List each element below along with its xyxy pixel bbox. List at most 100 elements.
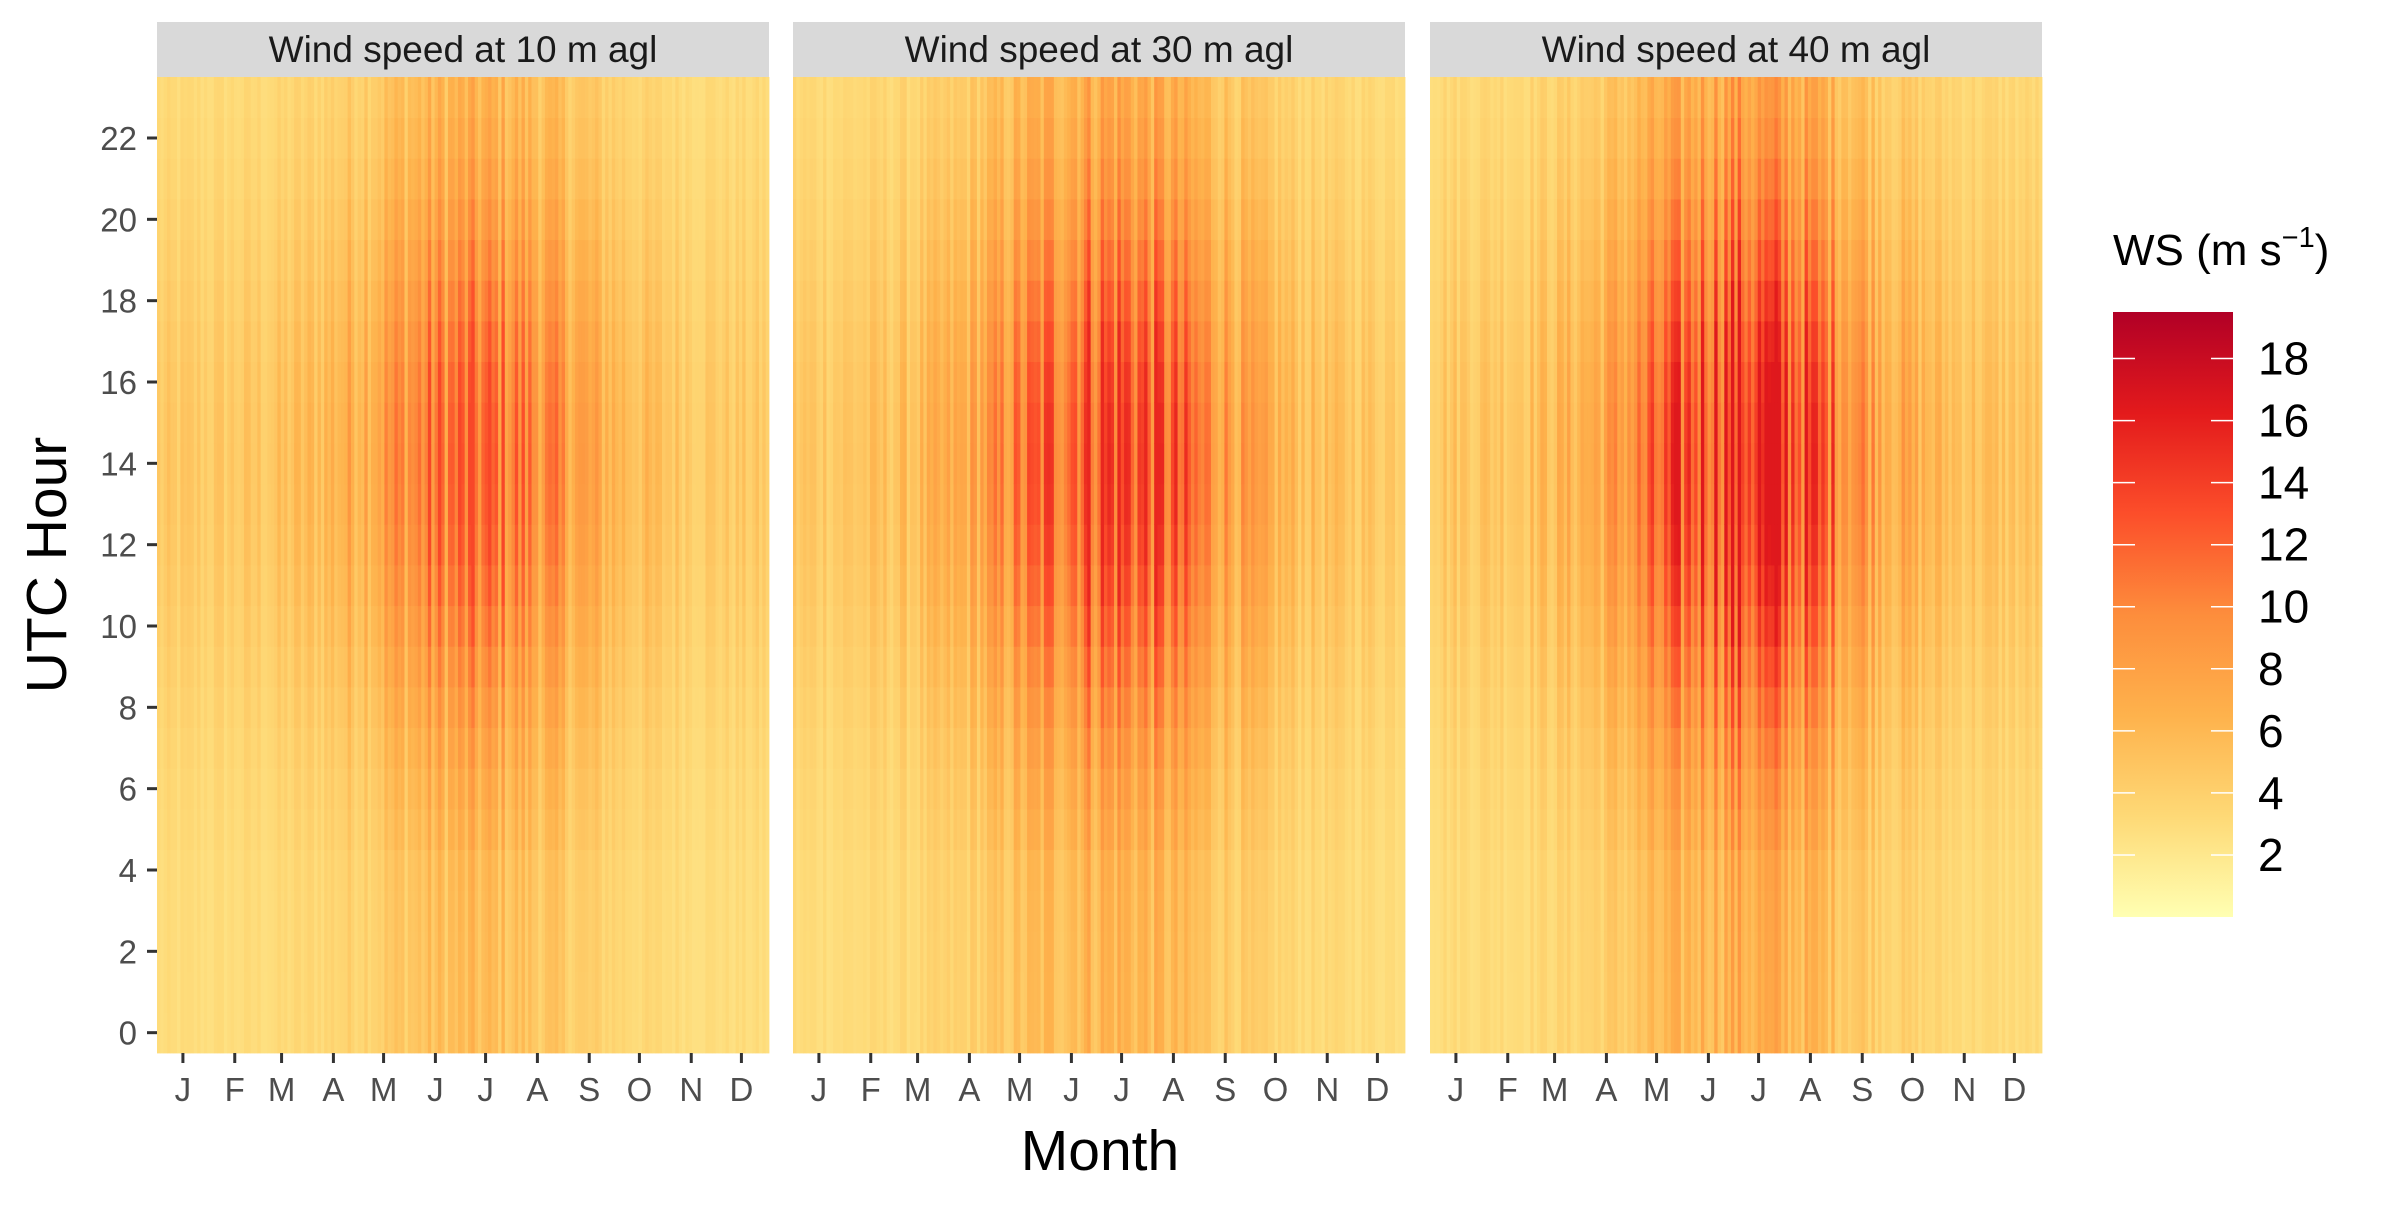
- heatmap-cell: [748, 483, 753, 525]
- heatmap-cell: [173, 1012, 178, 1054]
- heatmap-cell: [796, 524, 801, 566]
- heatmap-cell: [793, 321, 797, 363]
- heatmap-cell: [631, 687, 636, 729]
- heatmap-cell: [856, 483, 861, 525]
- heatmap-cell: [548, 524, 553, 566]
- heatmap-cell: [561, 524, 566, 566]
- heatmap-cell: [625, 77, 629, 119]
- heatmap-cell: [682, 199, 686, 241]
- heatmap-cell: [437, 77, 442, 119]
- heatmap-cell: [702, 849, 706, 891]
- heatmap-cell: [742, 809, 746, 851]
- heatmap-cell: [310, 971, 315, 1013]
- heatmap-cell: [806, 971, 811, 1013]
- heatmap-cell: [367, 809, 372, 851]
- heatmap-cell: [803, 443, 807, 485]
- heatmap-cell: [608, 768, 613, 810]
- heatmap-cell: [809, 239, 814, 281]
- heatmap-cell: [274, 402, 278, 444]
- heatmap-cell: [859, 483, 864, 525]
- heatmap-cell: [253, 402, 258, 444]
- heatmap-cell: [534, 605, 539, 647]
- heatmap-cell: [695, 727, 700, 769]
- heatmap-cell: [568, 727, 573, 769]
- heatmap-cell: [327, 524, 332, 566]
- heatmap-cell: [591, 687, 596, 729]
- heatmap-cell: [651, 565, 656, 607]
- heatmap-cell: [387, 280, 392, 322]
- heatmap-cell: [849, 931, 854, 973]
- heatmap-cell: [464, 605, 469, 647]
- heatmap-cell: [611, 646, 616, 688]
- heatmap-cells-panel-2: [793, 77, 1406, 1054]
- heatmap-cell: [197, 158, 201, 200]
- heatmap-cell: [809, 849, 814, 891]
- heatmap-cell: [635, 483, 639, 525]
- heatmap-cell: [511, 524, 516, 566]
- heatmap-cell: [494, 199, 499, 241]
- heatmap-cell: [823, 443, 827, 485]
- heatmap-cell: [247, 443, 252, 485]
- heatmap-cell: [421, 402, 425, 444]
- heatmap-cell: [803, 849, 807, 891]
- heatmap-cell: [414, 727, 419, 769]
- heatmap-cell: [732, 809, 736, 851]
- heatmap-cell: [554, 1012, 559, 1054]
- heatmap-cell: [200, 768, 205, 810]
- heatmap-cell: [193, 280, 198, 322]
- heatmap-cell: [702, 1012, 706, 1054]
- heatmap-cell: [491, 443, 496, 485]
- heatmap-cell: [849, 890, 854, 932]
- heatmap-cell: [672, 483, 676, 525]
- heatmap-cell: [585, 199, 589, 241]
- heatmap-cell: [427, 605, 432, 647]
- heatmap-cell: [357, 443, 362, 485]
- heatmap-cell: [658, 402, 663, 444]
- heatmap-cell: [431, 524, 435, 566]
- heatmap-cell: [601, 321, 606, 363]
- heatmap-cell: [521, 402, 526, 444]
- heatmap-cell: [193, 321, 198, 363]
- heatmap-cell: [447, 321, 452, 363]
- heatmap-cell: [167, 524, 171, 566]
- heatmap-cell: [434, 524, 439, 566]
- heatmap-cell: [207, 768, 211, 810]
- heatmap-cell: [839, 117, 844, 159]
- heatmap-cell: [863, 849, 867, 891]
- heatmap-cell: [598, 199, 603, 241]
- heatmap-cell: [722, 605, 726, 647]
- heatmap-cell: [595, 199, 599, 241]
- heatmap-cell: [565, 402, 569, 444]
- heatmap-cell: [488, 402, 492, 444]
- heatmap-cell: [163, 361, 168, 403]
- heatmap-cell: [461, 280, 466, 322]
- heatmap-cell: [180, 117, 185, 159]
- heatmap-cell: [531, 768, 536, 810]
- heatmap-cell: [317, 849, 322, 891]
- heatmap-cell: [823, 199, 827, 241]
- heatmap-cell: [718, 565, 723, 607]
- heatmap-cell: [755, 443, 760, 485]
- heatmap-cell: [391, 646, 395, 688]
- heatmap-cell: [651, 280, 656, 322]
- heatmap-cell: [833, 158, 837, 200]
- heatmap-cell: [705, 1012, 710, 1054]
- heatmap-cell: [417, 524, 422, 566]
- heatmap-cell: [796, 280, 801, 322]
- heatmap-cell: [280, 809, 285, 851]
- heatmap-cell: [314, 768, 318, 810]
- heatmap-cell: [357, 646, 362, 688]
- heatmap-cell: [839, 809, 844, 851]
- heatmap-cell: [317, 687, 322, 729]
- heatmap-cell: [220, 199, 225, 241]
- heatmap-cell: [658, 687, 663, 729]
- heatmap-cell: [645, 768, 649, 810]
- heatmap-cell: [651, 809, 656, 851]
- heatmap-cell: [290, 239, 295, 281]
- heatmap-cell: [575, 768, 579, 810]
- heatmap-cell: [658, 971, 663, 1013]
- heatmap-cell: [799, 646, 804, 688]
- heatmap-cell: [464, 890, 469, 932]
- heatmap-cell: [277, 605, 282, 647]
- heatmap-cell: [651, 117, 656, 159]
